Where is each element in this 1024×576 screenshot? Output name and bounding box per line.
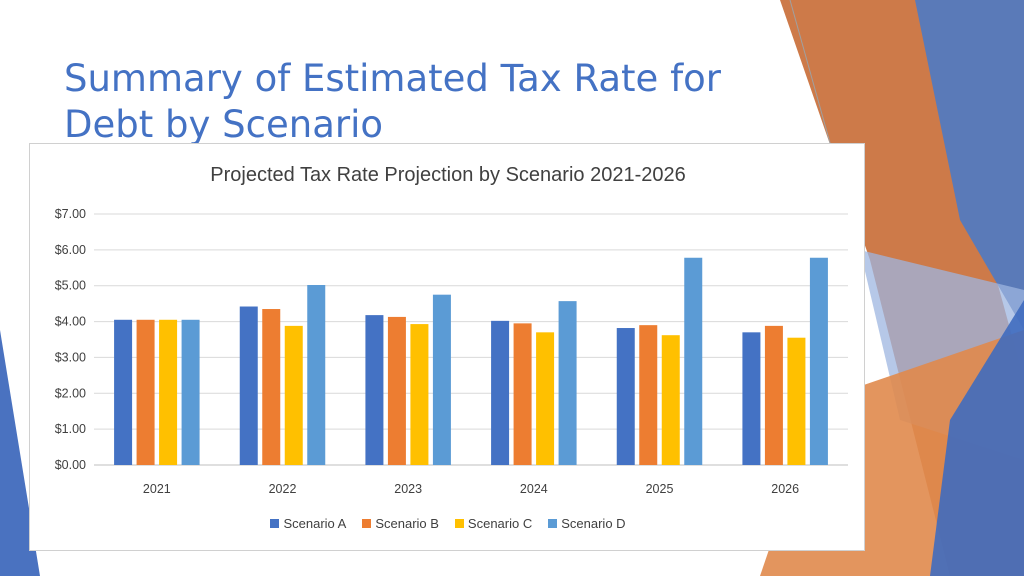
- chart-title: Projected Tax Rate Projection by Scenari…: [210, 164, 686, 186]
- bar-scenario-d-2023: [432, 294, 451, 465]
- bar-scenario-a-2023: [365, 315, 384, 465]
- bar-scenario-d-2021: [181, 319, 200, 465]
- legend-item: Scenario B: [362, 516, 439, 531]
- legend-label: Scenario D: [561, 516, 626, 531]
- bar-scenario-d-2025: [684, 257, 703, 465]
- bar-scenario-b-2025: [639, 325, 658, 465]
- chart-container: $0.00 $1.00 $2.00 $3.00 $4.00 $5.00 $6.00 $7.00…: [29, 143, 865, 551]
- bar-scenario-b-2024: [513, 323, 532, 465]
- x-tick-label: 2025: [646, 482, 674, 496]
- bar-scenario-a-2025: [616, 328, 635, 465]
- legend-label: Scenario A: [283, 516, 347, 531]
- x-tick-label: 2024: [520, 482, 548, 496]
- y-tick-label: $1.00: [55, 422, 86, 436]
- slide-title: Summary of Estimated Tax Rate for Debt b…: [64, 57, 721, 146]
- y-tick-label: $4.00: [55, 315, 86, 329]
- x-tick-label: 2023: [394, 482, 422, 496]
- bar-scenario-a-2026: [742, 332, 761, 465]
- bar-scenario-d-2024: [558, 301, 577, 465]
- bar-scenario-c-2023: [410, 324, 429, 465]
- y-tick-label: $5.00: [55, 279, 86, 293]
- legend-label: Scenario B: [375, 516, 439, 531]
- deco-shape-blue-top: [915, 0, 1024, 330]
- bar-scenario-c-2025: [661, 335, 680, 465]
- legend-swatch: [362, 519, 372, 528]
- bar-scenario-c-2026: [787, 337, 806, 465]
- bar-scenario-a-2021: [114, 319, 133, 465]
- y-tick-label: $7.00: [55, 207, 86, 221]
- legend-item: Scenario D: [548, 516, 626, 531]
- bar-scenario-a-2022: [239, 306, 258, 465]
- legend-item: Scenario C: [454, 516, 533, 531]
- bar-scenario-c-2021: [159, 319, 178, 465]
- deco-shape-blue-bottom-right: [930, 300, 1024, 576]
- legend-swatch: [454, 519, 464, 528]
- chart-legend: Scenario A Scenario B Scenario C Scenario D: [30, 516, 866, 531]
- bar-scenario-d-2022: [307, 284, 326, 465]
- bar-scenario-b-2022: [262, 309, 281, 465]
- bar-scenario-a-2024: [491, 320, 510, 465]
- y-tick-label: $3.00: [55, 350, 86, 364]
- legend-swatch: [548, 519, 558, 528]
- bar-scenario-b-2023: [387, 316, 406, 465]
- bar-scenario-c-2022: [284, 325, 303, 465]
- legend-swatch: [270, 519, 280, 528]
- bar-scenario-d-2026: [809, 257, 828, 465]
- x-tick-label: 2021: [143, 482, 171, 496]
- bar-scenario-c-2024: [536, 332, 555, 465]
- bar-scenario-b-2021: [136, 319, 155, 465]
- bar-scenario-b-2026: [764, 325, 783, 465]
- y-tick-label: $0.00: [55, 458, 86, 472]
- y-tick-label: $6.00: [55, 243, 86, 257]
- x-tick-label: 2026: [771, 482, 799, 496]
- legend-item: Scenario A: [270, 516, 346, 531]
- legend-label: Scenario C: [467, 516, 533, 531]
- y-tick-label: $2.00: [55, 386, 86, 400]
- bar-chart: $0.00 $1.00 $2.00 $3.00 $4.00 $5.00 $6.00 $7.00…: [55, 207, 848, 496]
- x-tick-label: 2022: [269, 482, 297, 496]
